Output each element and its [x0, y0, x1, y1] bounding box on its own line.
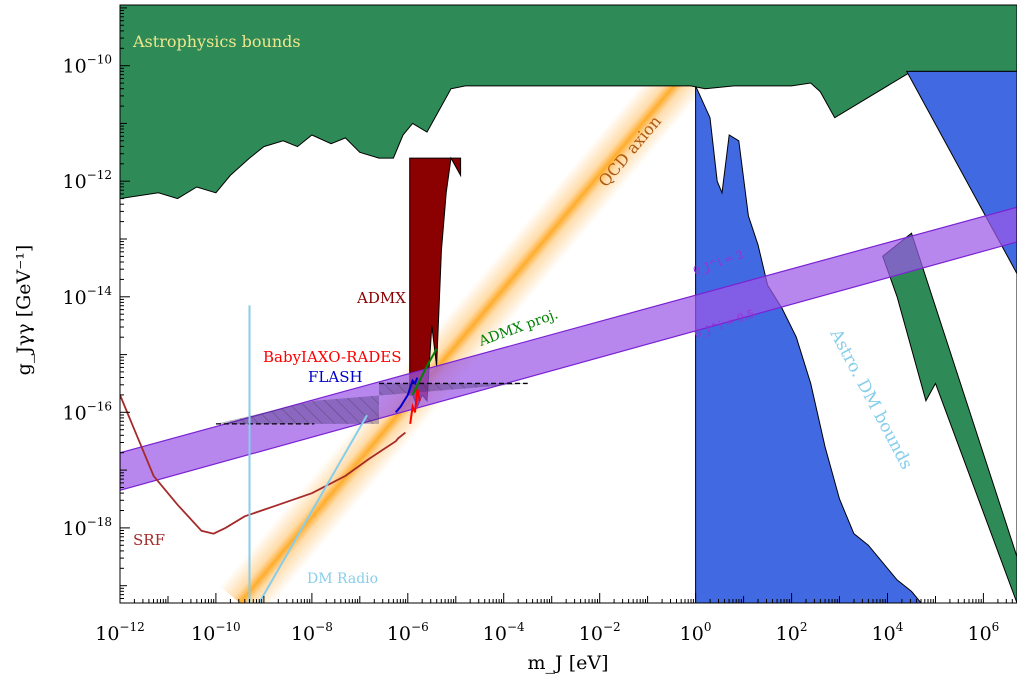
- astrophysics-bounds-series: [120, 5, 1017, 200]
- srf-series: [120, 394, 406, 535]
- astro-dm-bounds-region: [695, 85, 1017, 603]
- projection-hatch: [215, 382, 528, 425]
- y-tick-label: 10−10: [62, 53, 112, 78]
- astrophysics-bounds-region: [120, 5, 1017, 603]
- axis-ticks: 10−12 10−10 10−8 10−6 10−4 10−2 100 102 104 106 10…: [62, 7, 1017, 645]
- babyiaxo-rades-series: [409, 388, 421, 425]
- qcd-axion-series: [220, 5, 764, 603]
- admx-label: ADMX: [356, 289, 406, 307]
- qcd-axion-band: [220, 5, 764, 603]
- x-tick-label: 10−12: [95, 620, 145, 645]
- projection-region: [215, 383, 528, 424]
- admx-proj-series: [411, 348, 438, 396]
- x-tick-label: 100: [680, 620, 712, 645]
- x-tick-label: 10−2: [579, 620, 621, 645]
- y-tick-label: 10−14: [62, 284, 112, 309]
- astro-label: Astrophysics bounds: [132, 32, 301, 51]
- x-tick-label: 10−8: [291, 620, 333, 645]
- y-tick-label: 10−12: [62, 168, 112, 193]
- babyiaxo-rades-label: BabyIAXO-RADES: [263, 348, 402, 366]
- y-tick-label: 10−18: [62, 515, 112, 540]
- flash-series: [395, 377, 419, 413]
- flash-label: FLASH: [308, 368, 363, 386]
- dm-radio-series: [258, 414, 368, 603]
- dm-radio-label: DM Radio: [307, 571, 378, 587]
- astro-dm-wedge: [905, 70, 1017, 274]
- x-tick-label: 10−4: [483, 620, 525, 645]
- x-tick-label: 10−10: [191, 620, 241, 645]
- x-axis-title: m_J [eV]: [528, 652, 609, 674]
- y-axis-title: g_Jγγ [GeV⁻¹]: [13, 245, 35, 376]
- projection-region-shade: [215, 383, 528, 424]
- experiment-lines: [120, 305, 438, 603]
- srf-label: SRF: [133, 531, 165, 549]
- y-tick-label: 10−16: [62, 399, 112, 424]
- x-tick-label: 106: [967, 620, 999, 645]
- astro-wedge: [882, 232, 1017, 603]
- plot-frame: [119, 4, 1017, 604]
- x-tick-label: 10−6: [387, 620, 429, 645]
- x-tick-label: 104: [872, 620, 904, 645]
- astro-dm-bounds-label: Astro. DM bounds: [825, 325, 916, 473]
- x-tick-label: 102: [776, 620, 808, 645]
- astro-dm-bounds-series: [695, 85, 1017, 603]
